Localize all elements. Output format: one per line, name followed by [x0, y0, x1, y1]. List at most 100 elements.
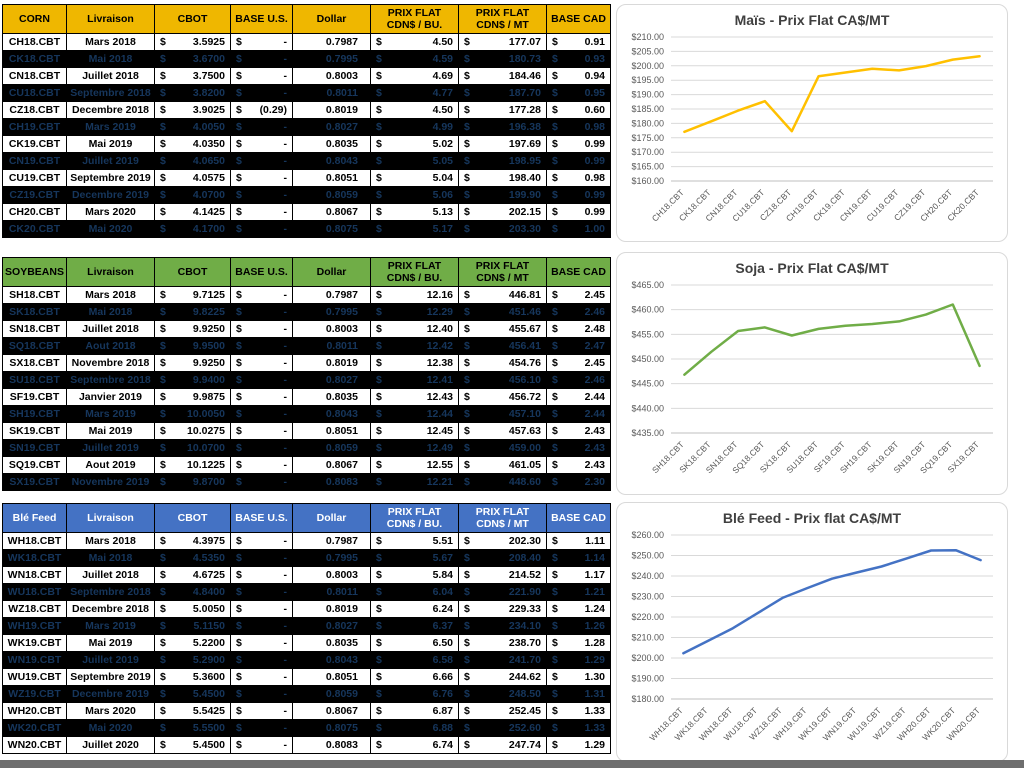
- table-row: SN19.CBT Juillet 2019 $10.0700 $ -0.8059 $12.…: [2, 439, 611, 457]
- column-header-line: PRIX FLAT: [475, 505, 530, 518]
- dollar-sign: $: [236, 442, 242, 454]
- base-us-cell: $ -: [230, 566, 293, 584]
- cell-value: -: [283, 535, 288, 547]
- cell-value: 5.2200: [192, 637, 225, 649]
- dollar-sign: $: [376, 155, 382, 167]
- table-row: CZ19.CBT Decembre 2019 $4.0700 $ -0.8059 $5.0…: [2, 186, 611, 204]
- cell-value: 0.8019: [325, 104, 358, 116]
- cell-value: 6.74: [432, 739, 453, 751]
- flat-price-mt-cell: $252.45: [458, 702, 547, 720]
- cell-value: 5.02: [432, 138, 453, 150]
- base-us-cell: $ -: [230, 668, 293, 686]
- contract-code-cell: WZ18.CBT: [2, 600, 67, 618]
- dollar-sign: $: [376, 476, 382, 488]
- dollar-sign: $: [464, 189, 470, 201]
- cbot-price-cell: $9.8225: [154, 303, 231, 321]
- column-header-line: Dollar: [316, 511, 347, 524]
- dollar-sign: $: [236, 138, 242, 150]
- dollar-sign: $: [552, 654, 558, 666]
- dollar-sign: $: [376, 722, 382, 734]
- flat-price-bu-cell: $6.24: [370, 600, 459, 618]
- base-cad-cell: $1.28: [546, 634, 611, 652]
- accounting-cell: $454.76: [460, 357, 546, 369]
- cell-value: -: [283, 138, 288, 150]
- dollar-sign: $: [236, 459, 242, 471]
- accounting-cell: $457.10: [460, 408, 546, 420]
- dollar-sign: $: [376, 289, 382, 301]
- column-header: PRIX FLAT CDN$ / MT: [458, 503, 547, 533]
- accounting-cell: $ -: [232, 36, 292, 48]
- cell-value: 0.8003: [325, 569, 358, 581]
- cbot-price-cell: $4.1425: [154, 203, 231, 221]
- cell-value: -: [283, 340, 288, 352]
- dollar-sign: $: [552, 189, 558, 201]
- header-row: SOYBEANS Livraison CBOT BASE U.S. Dollar PRIX…: [2, 257, 611, 287]
- cell-value: -: [283, 603, 288, 615]
- accounting-cell: $202.15: [460, 206, 546, 218]
- y-axis-label: $455.00: [631, 329, 664, 339]
- dollar-sign: $: [160, 552, 166, 564]
- accounting-cell: $ -: [232, 552, 292, 564]
- flat-price-mt-cell: $197.69: [458, 135, 547, 153]
- cell-value: 3.9025: [192, 104, 225, 116]
- table-row: CN18.CBT Juillet 2018 $3.7500 $ -0.8003 $4.69…: [2, 67, 611, 85]
- cell-value: -: [283, 223, 288, 235]
- cell-value: -: [283, 357, 288, 369]
- accounting-cell: $12.38: [372, 357, 458, 369]
- cbot-price-cell: $5.2900: [154, 651, 231, 669]
- cell-value: 0.60: [584, 104, 605, 116]
- wheat-price-line: [682, 548, 982, 655]
- dollar-rate-cell: 0.8019: [292, 600, 371, 618]
- contract-code-cell: SX18.CBT: [2, 354, 67, 372]
- dollar-sign: $: [552, 121, 558, 133]
- contract-code-cell: SN19.CBT: [2, 439, 67, 457]
- dollar-sign: $: [464, 637, 470, 649]
- accounting-cell: $6.87: [372, 705, 458, 717]
- base-us-cell: $ -: [230, 549, 293, 567]
- cell-value: 457.63: [508, 425, 541, 437]
- flat-price-bu-cell: $5.51: [370, 532, 459, 550]
- cell-value: 9.8700: [192, 476, 225, 488]
- column-header-line: CDN$ / BU.: [386, 19, 443, 31]
- column-header: BASE U.S.: [230, 4, 293, 34]
- base-us-cell: $ -: [230, 84, 293, 102]
- accounting-cell: $ (0.29): [232, 104, 292, 116]
- delivery-month-cell: Septembre 2018: [66, 84, 155, 102]
- dollar-sign: $: [376, 323, 382, 335]
- accounting-cell: $1.14: [548, 552, 610, 564]
- dollar-sign: $: [160, 223, 166, 235]
- dollar-sign: $: [464, 391, 470, 403]
- dollar-sign: $: [236, 425, 242, 437]
- cell-value: 180.73: [508, 53, 541, 65]
- dollar-sign: $: [464, 87, 470, 99]
- flat-price-mt-cell: $448.60: [458, 473, 547, 491]
- accounting-cell: $0.99: [548, 206, 610, 218]
- ble-feed-grid: Blé Feed Livraison CBOT BASE U.S. Dollar PRIX…: [2, 503, 611, 754]
- cell-value: 0.8035: [325, 138, 358, 150]
- dollar-sign: $: [160, 172, 166, 184]
- cell-value: 2.43: [584, 459, 605, 471]
- dollar-sign: $: [464, 172, 470, 184]
- cell-value: 0.7995: [325, 306, 358, 318]
- accounting-cell: $5.1150: [156, 620, 230, 632]
- accounting-cell: $2.46: [548, 374, 610, 386]
- contract-code-cell: CK18.CBT: [2, 50, 67, 68]
- cell-value: 0.8043: [325, 408, 358, 420]
- accounting-cell: $248.50: [460, 688, 546, 700]
- cbot-price-cell: $3.7500: [154, 67, 231, 85]
- cell-value: 0.8011: [326, 340, 358, 352]
- base-cad-cell: $2.45: [546, 354, 611, 372]
- cell-value: 202.15: [508, 206, 541, 218]
- cell-value: 177.07: [508, 36, 541, 48]
- cell-value: 5.5500: [192, 722, 225, 734]
- accounting-cell: $456.41: [460, 340, 546, 352]
- y-axis-label: $200.00: [631, 61, 664, 71]
- accounting-cell: $10.1225: [156, 459, 230, 471]
- table-row: CH19.CBT Mars 2019 $4.0050 $ -0.8027 $4.99 $19…: [2, 118, 611, 136]
- accounting-cell: $1.29: [548, 654, 610, 666]
- accounting-cell: $4.5350: [156, 552, 230, 564]
- table-row: SU18.CBT Septembre 2018 $9.9400 $ -0.8027 $12…: [2, 371, 611, 389]
- table-row: WU18.CBT Septembre 2018 $4.8400 $ -0.8011 $6.…: [2, 583, 611, 601]
- dollar-sign: $: [160, 121, 166, 133]
- contract-code-cell: CK19.CBT: [2, 135, 67, 153]
